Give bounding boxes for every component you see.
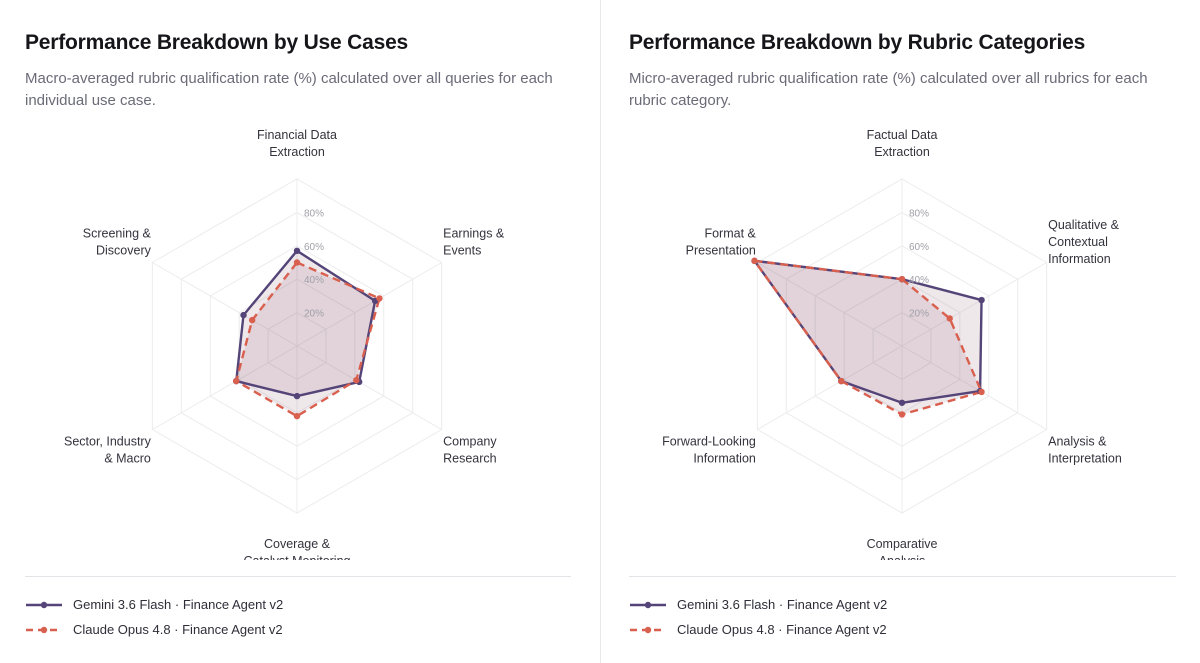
legend-label: Claude Opus 4.8 · Finance Agent v2 <box>73 622 283 637</box>
data-point <box>751 257 758 265</box>
series-area <box>754 260 982 403</box>
use-cases-panel: Performance Breakdown by Use Cases Macro… <box>25 31 571 642</box>
axis-label: ComparativeAnalysis <box>867 537 938 560</box>
rubric-categories-panel: Performance Breakdown by Rubric Categori… <box>600 0 1200 663</box>
legend: Gemini 3.6 Flash · Finance Agent v2 Clau… <box>629 592 887 642</box>
data-point <box>946 315 953 322</box>
tick-label: 40% <box>909 275 929 286</box>
grid-spoke <box>152 345 298 430</box>
legend-item-gemini: Gemini 3.6 Flash · Finance Agent v2 <box>629 592 887 617</box>
data-point <box>293 259 301 266</box>
grid-spoke <box>757 345 903 430</box>
data-point <box>233 377 240 385</box>
axis-label: Coverage &Catalyst Monitoring <box>244 537 351 560</box>
tick-label: 20% <box>909 309 929 320</box>
data-point <box>293 392 301 400</box>
data-point <box>898 411 906 418</box>
legend: Gemini 3.6 Flash · Finance Agent v2 Clau… <box>25 592 283 642</box>
axis-label: Format & Presentation <box>686 227 757 258</box>
axis-label: Earnings & Events <box>443 227 505 258</box>
legend-label: Claude Opus 4.8 · Finance Agent v2 <box>677 622 887 637</box>
tick-label: 80% <box>909 208 929 219</box>
data-point <box>353 377 360 384</box>
legend-swatch-solid <box>26 601 62 608</box>
grid-spoke <box>296 262 442 347</box>
grid-spoke <box>296 345 442 430</box>
tick-label: 60% <box>304 242 324 253</box>
legend-divider <box>25 576 571 577</box>
data-point <box>293 247 301 255</box>
data-point <box>240 311 247 319</box>
chart-subtitle: Macro-averaged rubric qualification rate… <box>25 70 553 109</box>
data-point <box>898 399 906 406</box>
axis-label: Analysis & Interpretation <box>1048 435 1122 466</box>
axis-label: Sector, Industry & Macro <box>64 435 152 466</box>
tick-label: 80% <box>304 208 324 219</box>
data-point <box>248 316 256 324</box>
data-point <box>978 296 985 304</box>
chart-title: Performance Breakdown by Rubric Categori… <box>629 31 1086 54</box>
use-cases-radar-chart: 20% 40% 60% 80% Financial Data Extraction Earn… <box>64 128 505 560</box>
grid-spoke <box>152 262 298 347</box>
axis-label: Company Research <box>443 435 497 466</box>
legend-divider <box>629 576 1176 577</box>
legend-item-claude: Claude Opus 4.8 · Finance Agent v2 <box>629 617 887 642</box>
chart-subtitle: Micro-averaged rubric qualification rate… <box>629 70 1148 109</box>
data-point <box>293 412 301 420</box>
data-point <box>838 377 845 385</box>
grid-spoke <box>901 262 1047 347</box>
chart-title: Performance Breakdown by Use Cases <box>25 31 409 54</box>
axis-label: Factual Data Extraction <box>867 128 938 159</box>
grid-spoke <box>757 262 903 347</box>
series-area <box>236 262 380 417</box>
tick-label: 20% <box>304 309 324 320</box>
legend-item-gemini: Gemini 3.6 Flash · Finance Agent v2 <box>25 592 283 617</box>
data-point <box>978 388 985 396</box>
grid-spoke <box>901 345 1047 430</box>
legend-label: Gemini 3.6 Flash · Finance Agent v2 <box>73 597 284 612</box>
data-point <box>376 295 383 302</box>
legend-swatch-dashed <box>630 626 666 633</box>
axis-label: Financial Data Extraction <box>257 128 337 159</box>
series-area <box>236 250 376 397</box>
axis-label: Forward-Looking Information <box>662 435 756 466</box>
data-point <box>898 276 906 283</box>
tick-label: 40% <box>304 275 324 286</box>
legend-swatch-dashed <box>26 626 62 633</box>
legend-item-claude: Claude Opus 4.8 · Finance Agent v2 <box>25 617 283 642</box>
axis-label: Qualitative & Contextual Information <box>1048 218 1120 266</box>
legend-swatch-solid <box>630 601 666 608</box>
tick-label: 60% <box>909 242 929 253</box>
axis-label: Screening & Discovery <box>83 227 152 258</box>
rubric-categories-radar-chart: 20% 40% 60% 80% Factual Data Extraction Qualit… <box>662 128 1122 560</box>
legend-label: Gemini 3.6 Flash · Finance Agent v2 <box>677 597 888 612</box>
